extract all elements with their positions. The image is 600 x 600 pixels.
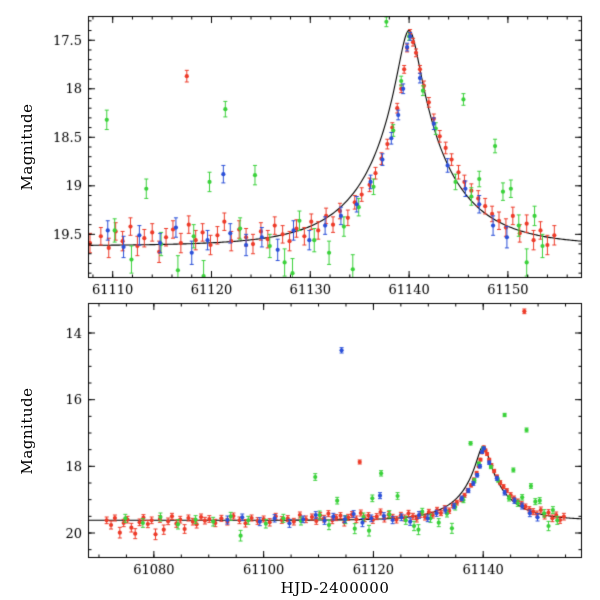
bottom-panel-y-axis-label: Magnitude [18,387,36,475]
top-panel-y-axis-label: Magnitude [18,103,36,191]
x-axis-label: HJD-2400000 [280,579,390,597]
